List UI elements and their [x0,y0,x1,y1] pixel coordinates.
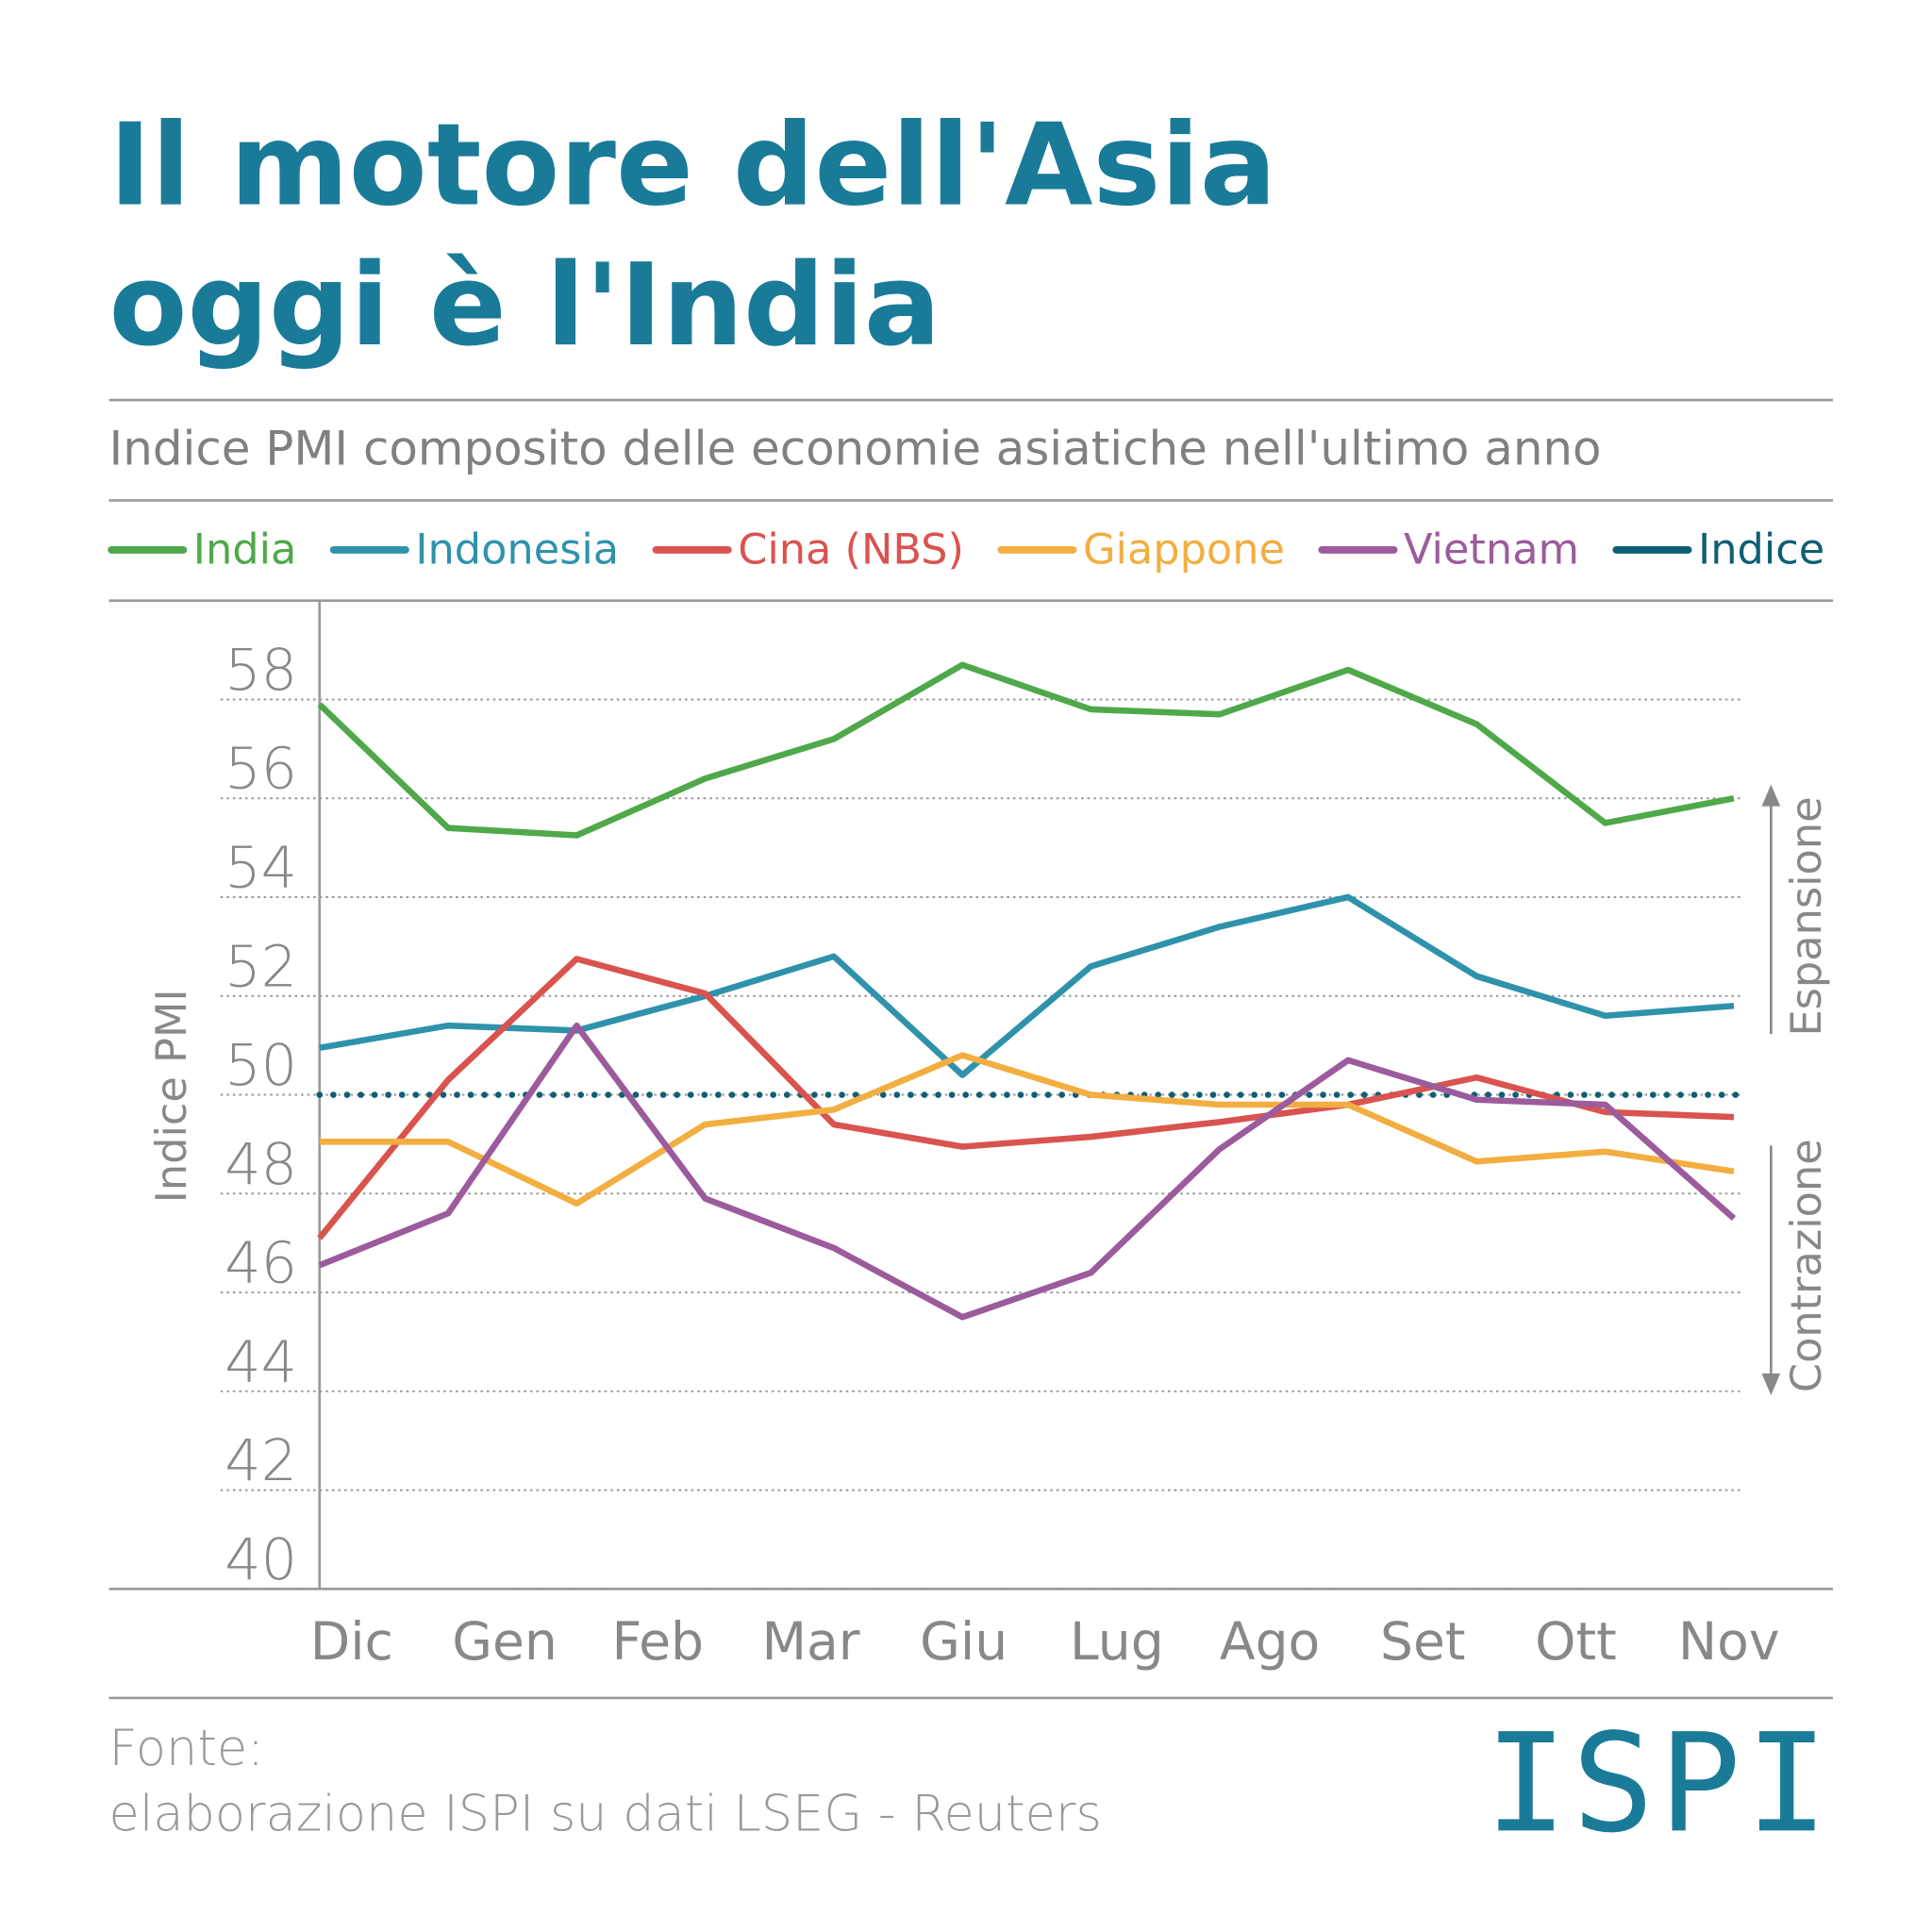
annotation: Contrazione [1782,1139,1831,1392]
source: Fonte: [109,1720,264,1777]
series-line [319,893,1735,1078]
y-tick-label: 52 [225,934,297,1000]
x-tick-label: Giu [920,1612,1008,1673]
x-tick-label: Ago [1220,1612,1320,1673]
y-tick-label: 44 [225,1329,297,1395]
logo: ISPI [1485,1705,1833,1863]
y-tick-label: 46 [225,1231,297,1297]
chart-title: oggi è l'India [109,240,941,372]
series-line [317,661,1735,839]
x-tick-label: Mar [761,1612,859,1673]
y-tick-label: 58 [225,638,297,704]
chart-subtitle: Indice PMI composito delle economie asia… [109,421,1602,475]
y-tick-label: 50 [225,1033,297,1099]
annotation: Espansione [1782,796,1831,1036]
x-tick-label: Lug [1070,1612,1164,1673]
y-tick-label: 48 [225,1132,297,1198]
legend-label: Vietnam [1404,525,1579,574]
annotation-arrow [1761,784,1781,1395]
legend-label: Indice [1698,525,1824,574]
y-axis-label: Indice PMI [147,989,196,1203]
y-tick-label: 54 [225,836,297,902]
source: elaborazione ISPI su dati LSEG - Reuters [109,1785,1102,1842]
legend-label: Giappone [1083,525,1285,574]
x-tick-label: Dic [310,1612,393,1673]
x-tick-label: Nov [1678,1612,1780,1673]
x-tick-label: Ott [1535,1612,1617,1673]
legend-label: India [193,525,297,574]
y-tick-label: 40 [225,1527,297,1593]
x-tick-label: Set [1380,1612,1466,1673]
legend-label: Cina (NBS) [738,525,964,574]
series-line [319,1052,1735,1208]
y-tick-label: 56 [225,737,297,803]
x-tick-label: Gen [452,1612,558,1673]
series-line [318,1022,1737,1321]
chart-title: Il motore dell'Asia [109,100,1277,232]
series-line [317,956,1735,1241]
x-tick-label: Feb [611,1612,704,1673]
y-tick-label: 42 [225,1428,297,1494]
legend-label: Indonesia [415,525,619,574]
